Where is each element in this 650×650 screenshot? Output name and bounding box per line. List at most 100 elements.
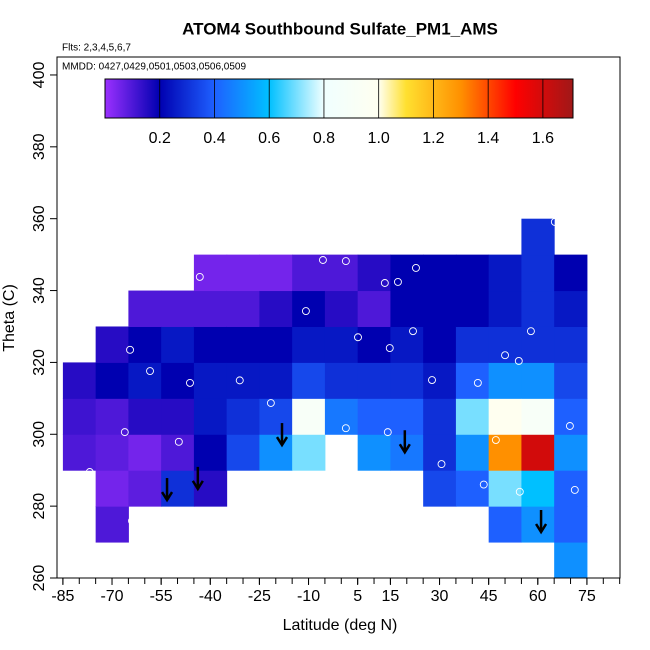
heat-cell: [95, 434, 129, 471]
heat-cell: [554, 326, 588, 363]
sample-point: [120, 428, 129, 437]
plot-frame: [56, 56, 621, 579]
y-tick-label: 320: [31, 349, 48, 376]
heat-cell: [488, 398, 522, 435]
x-tick-label: 45: [480, 588, 498, 605]
colorbar-tick-label: 1.6: [532, 130, 554, 147]
subtitle: Flts: 2,3,4,5,6,7: [62, 43, 131, 54]
heat-cell: [423, 290, 457, 327]
heat-cell: [161, 362, 195, 399]
y-tick-label: 280: [31, 493, 48, 520]
heat-cell: [554, 542, 588, 578]
x-tick-label: -10: [297, 588, 320, 605]
heat-cell: [521, 326, 555, 363]
heat-cell: [259, 254, 293, 292]
heat-cell: [324, 326, 359, 363]
heat-cell: [488, 326, 522, 363]
heat-cell: [521, 398, 555, 435]
x-tick-label: -70: [100, 588, 123, 605]
x-tick-label: -85: [51, 588, 74, 605]
heat-cell: [226, 254, 260, 292]
sample-point: [85, 468, 94, 476]
heat-cell: [455, 434, 490, 471]
y-tick-label: 360: [31, 205, 48, 232]
heat-cell: [423, 434, 457, 471]
sample-point: [301, 307, 310, 315]
heat-cell: [390, 290, 424, 327]
heat-cell: [554, 434, 588, 471]
sample-point: [146, 367, 154, 375]
arrow: [191, 466, 204, 492]
heat-cell: [390, 434, 424, 471]
y-tick-label: 400: [31, 62, 48, 89]
heat-cell: [521, 218, 555, 256]
sample-point: [128, 516, 136, 525]
x-tick-label: 5: [353, 588, 362, 605]
sample-point: [385, 344, 394, 352]
heat-cell: [62, 398, 97, 435]
heat-cell: [390, 254, 424, 292]
sample-point: [515, 487, 524, 496]
heat-cell: [226, 326, 260, 363]
heat-cell: [521, 362, 555, 399]
heat-cell: [357, 362, 391, 399]
heat-cell: [95, 326, 129, 363]
y-tick-label: 300: [31, 421, 48, 448]
heat-cell: [95, 362, 129, 399]
heat-cell: [161, 434, 195, 471]
heat-cell: [62, 434, 97, 471]
heat-cell: [161, 326, 195, 363]
heat-cell: [390, 398, 424, 435]
heat-cell: [95, 470, 129, 507]
heat-cell: [521, 254, 555, 292]
colorbar-tick-label: 0.8: [313, 130, 335, 147]
heat-cell: [455, 290, 490, 327]
heat-cell: [259, 434, 293, 471]
sample-point: [186, 378, 194, 387]
sample-point: [412, 263, 420, 272]
heat-cell: [324, 290, 359, 327]
arrow-head: [398, 443, 411, 455]
arrow-head: [160, 491, 174, 503]
arrow: [275, 423, 289, 448]
heat-cell: [390, 362, 424, 399]
heat-cell: [292, 398, 326, 435]
colorbar-tick-label: 0.2: [149, 130, 171, 147]
sample-point: [409, 327, 417, 336]
heat-cell: [554, 362, 588, 399]
heat-cell: [161, 290, 195, 327]
heat-cell: [554, 398, 588, 435]
heat-cell: [193, 434, 228, 471]
annotation: MMDD: 0427,0429,0501,0503,0506,0509: [62, 62, 246, 73]
sample-point: [341, 257, 350, 266]
heat-cell: [193, 326, 228, 363]
heat-cell: [455, 362, 490, 399]
sample-point: [437, 460, 446, 469]
heat-cell: [455, 398, 490, 435]
heat-cell: [488, 254, 522, 292]
heat-cell: [357, 290, 391, 327]
sample-point: [491, 436, 500, 444]
sample-point: [565, 422, 574, 430]
heat-cell: [128, 362, 162, 399]
x-tick-label: 30: [431, 588, 449, 605]
arrow: [398, 430, 411, 455]
heat-cell: [521, 506, 555, 543]
y-tick-label: 340: [31, 277, 48, 304]
heat-cell: [357, 434, 391, 471]
heat-cell: [554, 470, 588, 507]
x-tick-label: 60: [529, 588, 547, 605]
sample-point: [195, 272, 204, 281]
colorbar-tick-label: 0.4: [203, 130, 225, 147]
heat-cell: [324, 362, 359, 399]
sample-point: [514, 357, 523, 365]
sample-point: [501, 351, 509, 360]
sample-point: [383, 428, 392, 437]
heat-cell: [95, 398, 129, 435]
heat-cell: [259, 326, 293, 363]
heat-cell: [390, 326, 424, 363]
heat-cell: [521, 290, 555, 327]
x-tick-label: 15: [382, 588, 400, 605]
colorbar-tick-label: 1.0: [368, 130, 390, 147]
